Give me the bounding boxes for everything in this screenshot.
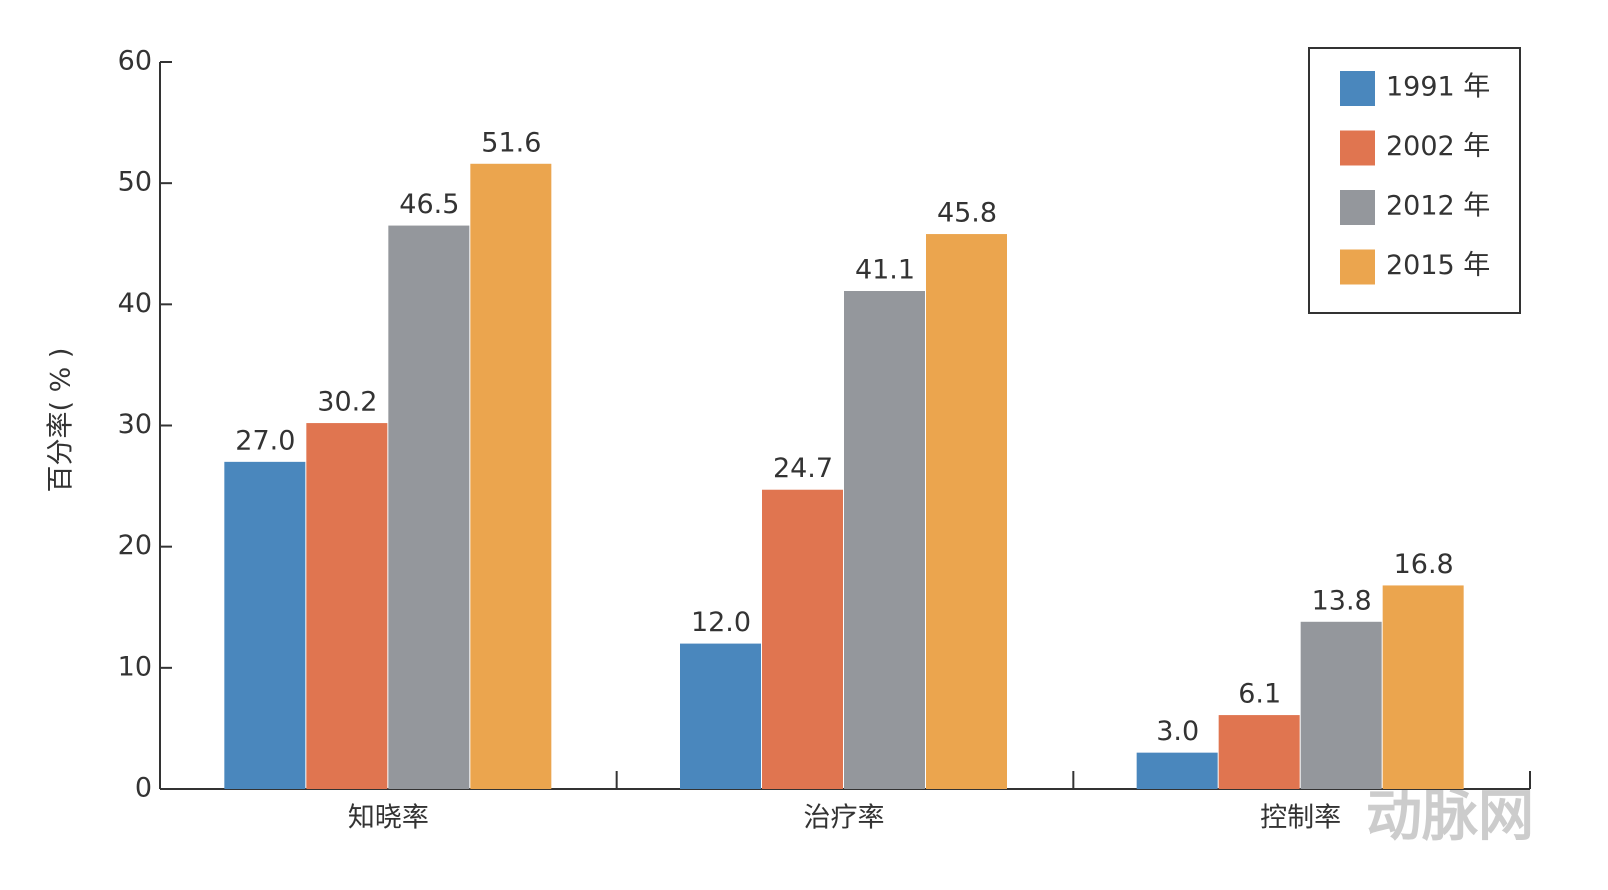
- bar: [1136, 752, 1218, 789]
- value-label: 45.8: [937, 198, 997, 229]
- legend-swatch: [1340, 130, 1375, 166]
- value-label: 27.0: [235, 425, 295, 456]
- y-tick-label: 60: [118, 46, 152, 77]
- value-label: 3.0: [1156, 716, 1199, 747]
- value-label: 16.8: [1394, 549, 1454, 580]
- y-tick-label: 0: [135, 773, 152, 804]
- value-label: 13.8: [1312, 585, 1372, 616]
- x-tick-label: 控制率: [1260, 803, 1341, 834]
- y-tick-label: 40: [118, 288, 152, 319]
- y-tick-label: 10: [118, 651, 152, 682]
- watermark: 动脉网: [1366, 784, 1534, 849]
- value-label: 41.1: [855, 255, 915, 286]
- bar: [926, 234, 1007, 790]
- x-tick-label: 知晓率: [348, 803, 429, 834]
- legend-label: 2012 年: [1386, 191, 1490, 222]
- y-axis-label: 百分率( % ): [46, 348, 77, 493]
- legend-label: 1991 年: [1386, 72, 1490, 103]
- x-tick-label: 治疗率: [804, 803, 885, 834]
- value-label: 12.0: [691, 607, 751, 638]
- y-tick-label: 20: [118, 530, 152, 561]
- value-label: 6.1: [1238, 679, 1281, 710]
- bar: [680, 643, 761, 789]
- bar: [844, 291, 925, 789]
- value-label: 30.2: [317, 387, 377, 418]
- bar: [224, 461, 306, 789]
- bar: [470, 163, 552, 789]
- legend-swatch: [1340, 190, 1375, 225]
- value-label: 24.7: [773, 453, 833, 484]
- legend-label: 2002 年: [1386, 131, 1490, 162]
- y-tick-label: 50: [118, 167, 152, 198]
- legend-swatch: [1340, 71, 1375, 106]
- y-tick-label: 30: [118, 409, 152, 440]
- legend-swatch: [1340, 249, 1375, 285]
- legend-label: 2015 年: [1386, 250, 1490, 281]
- bar: [762, 489, 843, 789]
- value-label: 51.6: [481, 127, 541, 158]
- bar: [1382, 585, 1464, 789]
- legend-box: [1308, 47, 1521, 314]
- bar: [1218, 715, 1300, 789]
- bar: [306, 423, 388, 789]
- bar: [1300, 621, 1382, 789]
- bar: [388, 225, 470, 789]
- value-label: 46.5: [399, 189, 459, 220]
